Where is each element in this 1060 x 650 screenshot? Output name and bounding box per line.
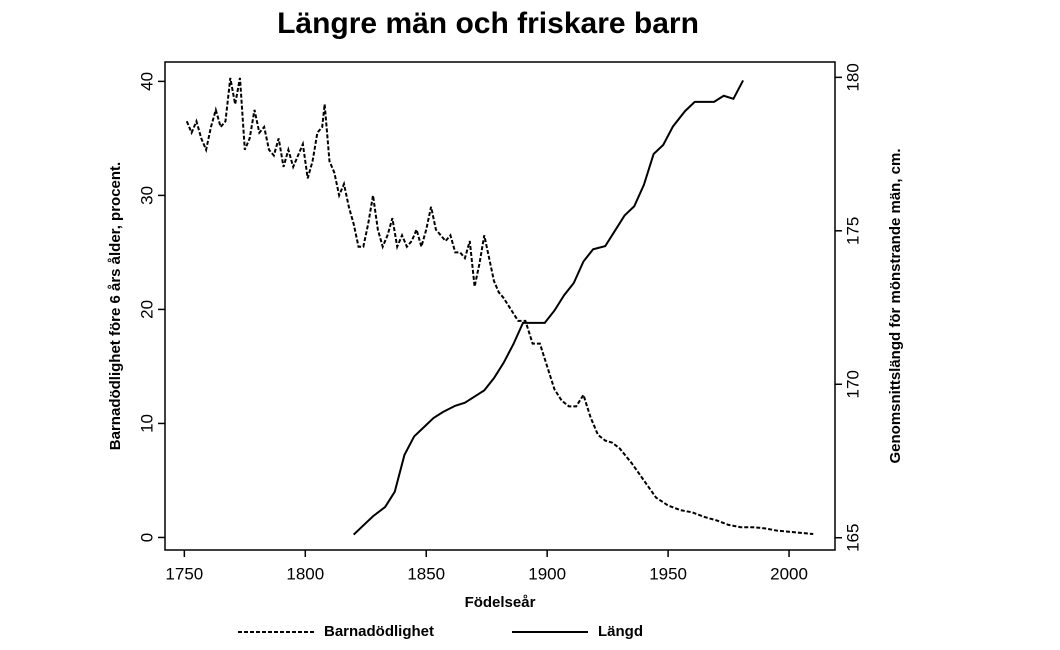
legend-label: Längd: [598, 623, 643, 640]
y-axis-label: Barnadödlighet före 6 års ålder, procent…: [107, 162, 124, 450]
y2-tick-label: 175: [843, 217, 862, 245]
series-line: [352, 79, 744, 536]
x-tick-label: 1900: [528, 564, 566, 583]
x-tick-label: 1750: [165, 564, 203, 583]
y2-tick-label: 180: [843, 63, 862, 91]
chart-title: Längre män och friskare barn: [277, 7, 699, 40]
y-tick-label: 40: [137, 72, 156, 91]
x-tick-label: 1800: [286, 564, 324, 583]
plot-frame: [164, 61, 836, 551]
y2-axis-label: Genomsnittslängd för mönstrande män, cm.: [887, 148, 904, 463]
y-tick-label: 20: [137, 300, 156, 319]
y-tick-label: 30: [137, 186, 156, 205]
series-line: [185, 77, 814, 536]
x-axis-label: Födelseår: [465, 594, 536, 611]
x-tick-label: 1850: [407, 564, 445, 583]
y-tick-label: 10: [137, 414, 156, 433]
x-tick-label: 1950: [649, 564, 687, 583]
y-tick-label: 0: [137, 533, 156, 542]
x-tick-label: 2000: [770, 564, 808, 583]
legend-label: Barnadödlighet: [324, 623, 434, 640]
y2-tick-label: 165: [843, 524, 862, 552]
y2-tick-label: 170: [843, 370, 862, 398]
